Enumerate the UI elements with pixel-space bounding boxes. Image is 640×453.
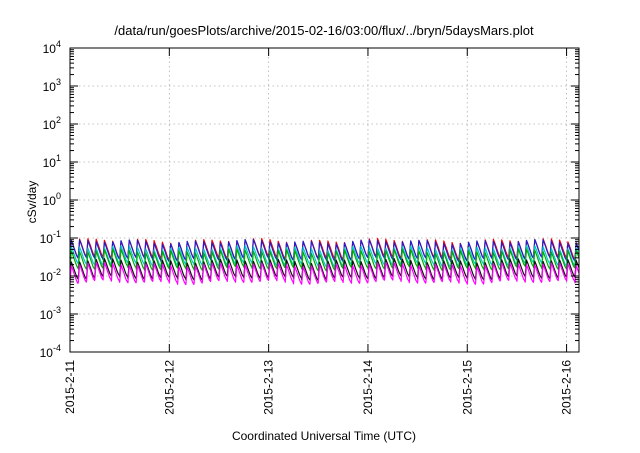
x-tick-label: 2015-2-13 — [262, 360, 276, 415]
grid-layer — [69, 48, 579, 352]
series-line-4 — [69, 258, 580, 281]
y-tick-label: 102 — [43, 115, 61, 132]
x-axis-label: Coordinated Universal Time (UTC) — [232, 429, 416, 443]
y-tick-label: 10-1 — [40, 229, 61, 246]
chart-title: /data/run/goesPlots/archive/2015-02-16/0… — [114, 23, 534, 38]
series-layer — [69, 237, 580, 285]
series-line-3 — [69, 248, 580, 272]
series-line-0 — [69, 237, 580, 262]
y-tick-label: 10-3 — [40, 305, 61, 322]
y-axis-label: cSv/day — [25, 181, 39, 224]
y-tick-label: 10-2 — [40, 267, 61, 284]
series-line-1 — [69, 238, 580, 263]
y-tick-label: 104 — [43, 39, 61, 56]
axis-layer: 10-4 10-3 10-2 10-1 100 101 102 103 104 2015-2-11… — [40, 39, 579, 415]
y-tick-label: 103 — [43, 77, 61, 94]
series-line-2 — [69, 245, 580, 268]
x-tick-label: 2015-2-12 — [162, 360, 176, 415]
x-tick-label: 2015-2-11 — [63, 360, 77, 414]
y-tick-label: 101 — [43, 153, 61, 170]
y-tick-label: 10-4 — [40, 343, 61, 360]
x-tick-label: 2015-2-14 — [361, 360, 375, 415]
x-tick-label: 2015-2-15 — [460, 360, 474, 415]
y-tick-label: 100 — [43, 191, 61, 208]
series-line-5 — [69, 261, 580, 285]
x-tick-label: 2015-2-16 — [560, 360, 574, 415]
